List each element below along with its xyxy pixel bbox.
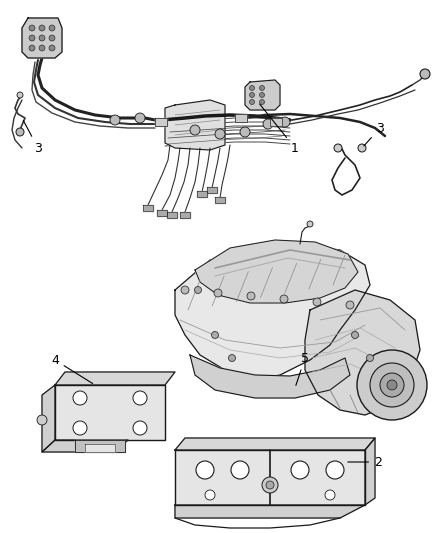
Polygon shape xyxy=(143,205,153,211)
Circle shape xyxy=(333,144,341,152)
Circle shape xyxy=(215,129,225,139)
Polygon shape xyxy=(269,118,281,126)
Circle shape xyxy=(259,93,264,98)
Circle shape xyxy=(312,298,320,306)
Circle shape xyxy=(211,332,218,338)
Text: 1: 1 xyxy=(259,104,298,155)
Circle shape xyxy=(357,144,365,152)
Circle shape xyxy=(73,391,87,405)
Polygon shape xyxy=(42,440,128,452)
Text: 2: 2 xyxy=(347,456,381,469)
Circle shape xyxy=(265,481,273,489)
Circle shape xyxy=(249,93,254,98)
Circle shape xyxy=(262,119,272,129)
Polygon shape xyxy=(180,212,190,218)
Circle shape xyxy=(39,35,45,41)
Circle shape xyxy=(279,117,290,127)
Polygon shape xyxy=(75,440,125,452)
Circle shape xyxy=(290,461,308,479)
Circle shape xyxy=(16,128,24,136)
Circle shape xyxy=(205,490,215,500)
Circle shape xyxy=(306,221,312,227)
Circle shape xyxy=(133,391,147,405)
Circle shape xyxy=(369,363,413,407)
Text: 4: 4 xyxy=(51,353,92,384)
Polygon shape xyxy=(207,187,216,193)
Circle shape xyxy=(17,92,23,98)
Circle shape xyxy=(194,287,201,294)
Polygon shape xyxy=(85,444,115,452)
Circle shape xyxy=(419,69,429,79)
Circle shape xyxy=(386,380,396,390)
Circle shape xyxy=(325,461,343,479)
Circle shape xyxy=(49,35,55,41)
Circle shape xyxy=(37,415,47,425)
Circle shape xyxy=(195,461,213,479)
Polygon shape xyxy=(197,191,207,197)
Text: 5: 5 xyxy=(295,351,308,385)
Circle shape xyxy=(39,45,45,51)
Polygon shape xyxy=(194,240,357,303)
Polygon shape xyxy=(175,505,364,518)
Polygon shape xyxy=(42,385,55,452)
Polygon shape xyxy=(215,197,225,203)
Polygon shape xyxy=(175,245,369,380)
Circle shape xyxy=(230,461,248,479)
Polygon shape xyxy=(244,80,279,110)
Circle shape xyxy=(135,113,145,123)
Circle shape xyxy=(324,490,334,500)
Polygon shape xyxy=(175,438,374,450)
Polygon shape xyxy=(157,210,166,216)
Circle shape xyxy=(213,289,222,297)
Circle shape xyxy=(249,85,254,91)
Polygon shape xyxy=(155,118,166,126)
Circle shape xyxy=(49,25,55,31)
Circle shape xyxy=(110,115,120,125)
Text: 3: 3 xyxy=(23,120,42,155)
Polygon shape xyxy=(165,100,225,150)
Circle shape xyxy=(190,125,200,135)
Polygon shape xyxy=(364,438,374,505)
Polygon shape xyxy=(234,114,247,122)
Circle shape xyxy=(379,373,403,397)
Circle shape xyxy=(29,35,35,41)
Circle shape xyxy=(259,85,264,91)
Circle shape xyxy=(279,295,287,303)
Polygon shape xyxy=(55,385,165,440)
Circle shape xyxy=(351,332,358,338)
Text: 3: 3 xyxy=(363,122,383,146)
Circle shape xyxy=(247,292,254,300)
Circle shape xyxy=(228,354,235,361)
Circle shape xyxy=(366,354,373,361)
Circle shape xyxy=(261,477,277,493)
Circle shape xyxy=(259,100,264,104)
Polygon shape xyxy=(166,212,177,218)
Circle shape xyxy=(133,421,147,435)
Circle shape xyxy=(73,421,87,435)
Polygon shape xyxy=(190,355,349,398)
Circle shape xyxy=(39,25,45,31)
Circle shape xyxy=(180,286,189,294)
Circle shape xyxy=(249,100,254,104)
Polygon shape xyxy=(175,450,364,505)
Circle shape xyxy=(240,127,249,137)
Circle shape xyxy=(29,25,35,31)
Polygon shape xyxy=(22,18,62,58)
Circle shape xyxy=(29,45,35,51)
Circle shape xyxy=(345,301,353,309)
Polygon shape xyxy=(55,372,175,385)
Circle shape xyxy=(49,45,55,51)
Circle shape xyxy=(356,350,426,420)
Polygon shape xyxy=(304,290,419,415)
